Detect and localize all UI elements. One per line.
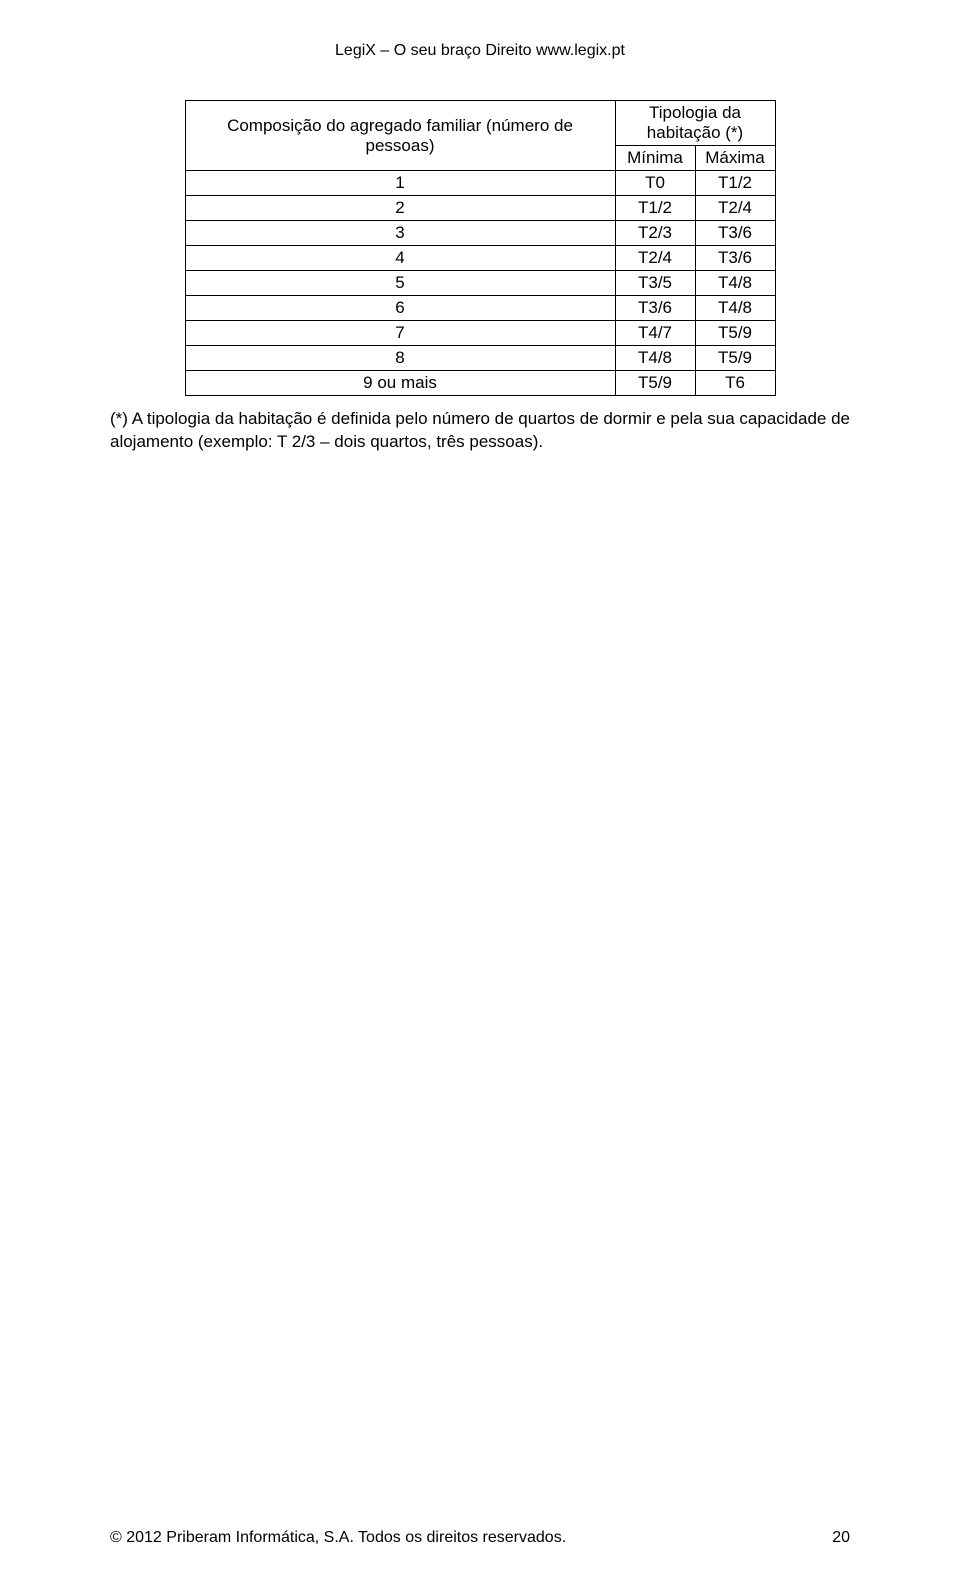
page-footer: © 2012 Priberam Informática, S.A. Todos …	[110, 1529, 850, 1547]
table-cell: T1/2	[695, 171, 775, 196]
table-cell: 8	[185, 346, 615, 371]
table-row: 7 T4/7 T5/9	[185, 321, 775, 346]
table-cell: T3/5	[615, 271, 695, 296]
page-header: LegiX – O seu braço Direito www.legix.pt	[0, 0, 960, 70]
table-cell: T5/9	[615, 371, 695, 396]
typology-table: Composição do agregado familiar (número …	[185, 100, 776, 396]
table-row: 6 T3/6 T4/8	[185, 296, 775, 321]
table-cell: T3/6	[695, 246, 775, 271]
table-cell: 7	[185, 321, 615, 346]
table-cell: T5/9	[695, 321, 775, 346]
table-header-max: Máxima	[695, 146, 775, 171]
table-cell: 5	[185, 271, 615, 296]
table-cell: T5/9	[695, 346, 775, 371]
table-cell: T0	[615, 171, 695, 196]
table-cell: 3	[185, 221, 615, 246]
table-cell: T3/6	[695, 221, 775, 246]
footer-copyright: © 2012 Priberam Informática, S.A. Todos …	[110, 1529, 566, 1547]
content-area: Composição do agregado familiar (número …	[0, 70, 960, 454]
table-cell: T2/4	[695, 196, 775, 221]
table-row: 9 ou mais T5/9 T6	[185, 371, 775, 396]
table-cell: T4/7	[615, 321, 695, 346]
table-cell: T4/8	[615, 346, 695, 371]
table-cell: T4/8	[695, 296, 775, 321]
table-cell: 4	[185, 246, 615, 271]
table-cell: T4/8	[695, 271, 775, 296]
footnote-text: (*) A tipologia da habitação é definida …	[110, 408, 850, 454]
table-header-typology: Tipologia da habitação (*)	[615, 101, 775, 146]
table-cell: T2/3	[615, 221, 695, 246]
table-header-composition: Composição do agregado familiar (número …	[185, 101, 615, 171]
table-row: 2 T1/2 T2/4	[185, 196, 775, 221]
table-cell: 6	[185, 296, 615, 321]
table-cell: 9 ou mais	[185, 371, 615, 396]
table-cell: 1	[185, 171, 615, 196]
table-cell: T1/2	[615, 196, 695, 221]
table-row: 8 T4/8 T5/9	[185, 346, 775, 371]
table-row: 5 T3/5 T4/8	[185, 271, 775, 296]
table-cell: T3/6	[615, 296, 695, 321]
table-cell: T2/4	[615, 246, 695, 271]
table-row: 3 T2/3 T3/6	[185, 221, 775, 246]
table-header-row-1: Composição do agregado familiar (número …	[185, 101, 775, 146]
table-cell: T6	[695, 371, 775, 396]
table-cell: 2	[185, 196, 615, 221]
footer-page-number: 20	[832, 1529, 850, 1547]
table-row: 1 T0 T1/2	[185, 171, 775, 196]
table-header-min: Mínima	[615, 146, 695, 171]
table-row: 4 T2/4 T3/6	[185, 246, 775, 271]
